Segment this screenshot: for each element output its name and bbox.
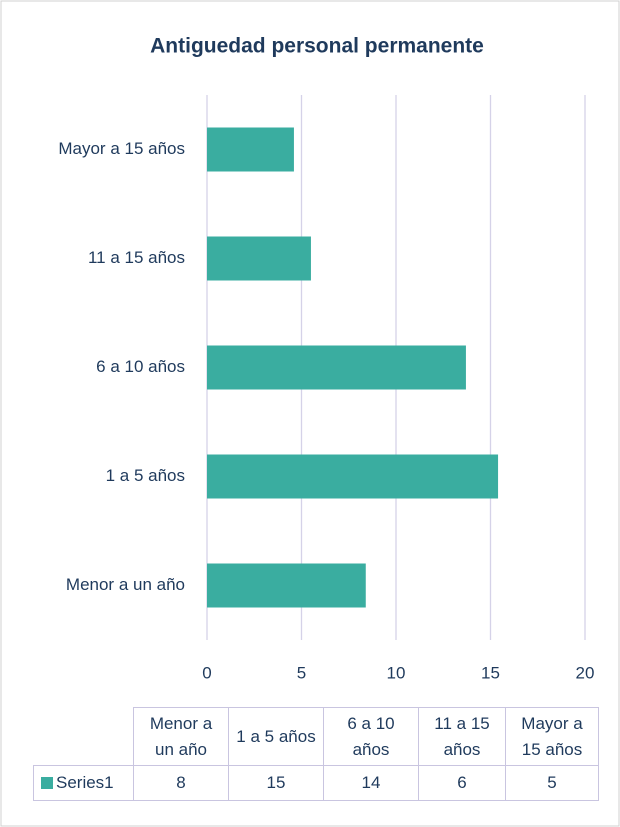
table-value: 6 bbox=[418, 765, 506, 801]
table-value: 15 bbox=[228, 765, 324, 801]
y-tick-label: Mayor a 15 años bbox=[58, 139, 185, 158]
y-tick-label: 11 a 15 años bbox=[88, 248, 185, 267]
bar bbox=[207, 236, 311, 281]
legend-label: Series1 bbox=[56, 773, 114, 792]
y-tick-label: 6 a 10 años bbox=[96, 357, 185, 376]
x-tick-label: 20 bbox=[576, 663, 595, 682]
table-header: Mayor a 15 años bbox=[505, 707, 599, 766]
table-header: 11 a 15 años bbox=[418, 707, 506, 766]
bar bbox=[207, 563, 366, 608]
table-legend: Series1 bbox=[33, 765, 134, 801]
y-tick-label: 1 a 5 años bbox=[106, 466, 185, 485]
table-value: 14 bbox=[323, 765, 419, 801]
x-tick-label: 15 bbox=[481, 663, 500, 682]
y-tick-label: Menor a un año bbox=[66, 575, 185, 594]
bar bbox=[207, 345, 466, 390]
bar bbox=[207, 454, 499, 499]
table-header: 1 a 5 años bbox=[228, 707, 324, 766]
x-tick-label: 10 bbox=[387, 663, 406, 682]
x-tick-label: 5 bbox=[297, 663, 306, 682]
table-header: 6 a 10 años bbox=[323, 707, 419, 766]
legend-key bbox=[41, 777, 53, 789]
chart-title: Antiguedad personal permanente bbox=[150, 35, 484, 58]
table-header: Menor a un año bbox=[133, 707, 229, 766]
table-value: 8 bbox=[133, 765, 229, 801]
table-value: 5 bbox=[505, 765, 599, 801]
x-tick-label: 0 bbox=[202, 663, 211, 682]
bar bbox=[207, 127, 294, 172]
